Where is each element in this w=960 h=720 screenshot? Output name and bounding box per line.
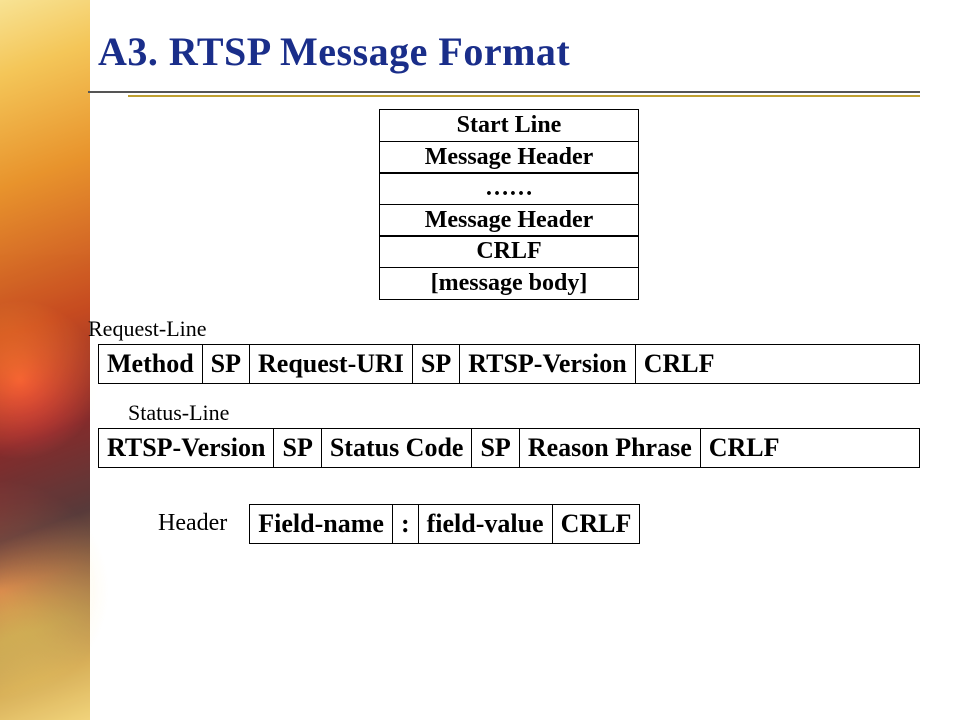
status-row-cell-0: RTSP-Version: [99, 429, 273, 467]
slide-content: A3. RTSP Message Format Start LineMessag…: [0, 0, 960, 720]
status-row-cell-1: SP: [273, 429, 320, 467]
status-row-cell-3: SP: [471, 429, 518, 467]
stack-cell-3: Message Header: [379, 204, 639, 237]
request-row-cell-2: Request-URI: [249, 345, 412, 383]
header-def-row: Field-name:field-valueCRLF: [249, 504, 640, 544]
request-row-cell-1: SP: [202, 345, 249, 383]
underline-top: [88, 91, 920, 93]
underline-bottom: [128, 95, 920, 97]
request-line-row: MethodSPRequest-URISPRTSP-VersionCRLF: [98, 344, 920, 384]
request-line-label: Request-Line: [88, 316, 920, 342]
status-line-row: RTSP-VersionSPStatus CodeSPReason Phrase…: [98, 428, 920, 468]
page-title: A3. RTSP Message Format: [98, 28, 920, 75]
request-row-cell-3: SP: [412, 345, 459, 383]
status-row-cell-5: CRLF: [700, 429, 788, 467]
stack-cell-0: Start Line: [379, 109, 639, 142]
header-row-cell-0: Field-name: [250, 505, 392, 543]
header-def-label: Header: [158, 510, 227, 537]
header-row-cell-2: field-value: [418, 505, 552, 543]
request-row-cell-5: CRLF: [635, 345, 723, 383]
stack-cell-2: ……: [379, 172, 639, 205]
request-row-cell-4: RTSP-Version: [459, 345, 634, 383]
status-row-cell-2: Status Code: [321, 429, 472, 467]
stack-cell-4: CRLF: [379, 235, 639, 268]
status-row-cell-4: Reason Phrase: [519, 429, 700, 467]
message-stack-table: Start LineMessage Header……Message Header…: [379, 109, 639, 300]
stack-cell-5: [message body]: [379, 267, 639, 300]
header-row-cell-1: :: [392, 505, 418, 543]
status-line-label: Status-Line: [128, 400, 920, 426]
stack-cell-1: Message Header: [379, 141, 639, 174]
message-stack-wrap: Start LineMessage Header……Message Header…: [98, 109, 920, 300]
header-row-cell-3: CRLF: [552, 505, 640, 543]
header-def-wrap: Header Field-name:field-valueCRLF: [158, 504, 920, 544]
request-row-cell-0: Method: [99, 345, 202, 383]
